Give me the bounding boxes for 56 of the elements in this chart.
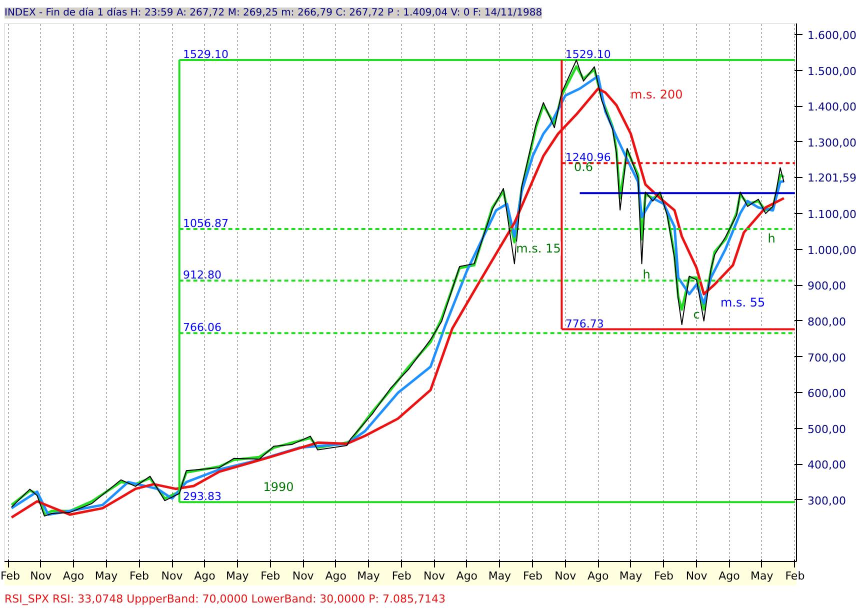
y-tick-label: 700,00 <box>808 351 846 364</box>
text: RSI_SPX RSI: 33,0748 UppperBand: 70,0000 LowerBand: 30,0000 P: 7.085,7143 <box>4 592 446 606</box>
annotation: m.s. 200 <box>630 88 683 102</box>
annotation: 293.83 <box>183 490 222 504</box>
x-tick-label: Feb <box>0 570 20 582</box>
annotation: 776.73 <box>565 317 604 330</box>
x-tick-label: Feb <box>654 570 674 582</box>
annotation: 1056.87 <box>183 217 229 230</box>
annotation: m.s. 55 <box>720 296 766 310</box>
y-tick-label: 1.300,00 <box>808 136 856 150</box>
x-tick-label: Ago <box>587 570 609 582</box>
x-tick-label: Nov <box>30 570 52 582</box>
x-tick-label: Ago <box>194 570 216 582</box>
y-tick-label: 800,00 <box>808 315 846 328</box>
y-tick-label: 1.500,00 <box>808 64 856 78</box>
x-tick-label: Nov <box>161 570 184 582</box>
x-tick-label: May <box>750 570 774 582</box>
y-tick-label: 1.201,59 <box>808 172 856 185</box>
y-tick-label: 500,00 <box>808 422 846 436</box>
y-tick-label: 400,00 <box>808 458 846 472</box>
y-tick-label: 1.100,00 <box>808 208 856 222</box>
x-tick-label: Feb <box>523 570 542 582</box>
x-tick-label: Ago <box>456 570 478 582</box>
x-tick-label: Ago <box>62 570 84 582</box>
x-tick-label: Feb <box>785 570 805 582</box>
annotation: h <box>642 268 650 282</box>
x-tick-label: Nov <box>686 570 708 582</box>
x-tick-label: Ago <box>325 570 347 582</box>
x-tick-label: May <box>94 570 118 582</box>
y-tick-label: 900,00 <box>808 280 846 293</box>
x-tick-label: Nov <box>424 570 446 582</box>
x-tick-label: May <box>357 570 380 582</box>
annotation: 912.80 <box>183 268 222 282</box>
x-tick-label: May <box>619 570 643 582</box>
y-tick-label: 300,00 <box>808 494 846 508</box>
x-tick-label: May <box>226 570 250 582</box>
y-tick-label: 1.000,00 <box>808 244 856 257</box>
annotation: 0.6 <box>574 160 594 174</box>
x-tick-label: Feb <box>260 570 280 582</box>
annotation: 1529.10 <box>183 48 229 61</box>
annotation: 1990 <box>263 480 294 494</box>
x-tick-label: Ago <box>718 570 740 582</box>
chart-title: INDEX - Fin de día 1 días H: 23:59 A: 267,72 M: 269,25 m: 266,79 C: 267,72 P : 1.409,04 V: 0 F: 14/11/1988 <box>4 8 542 18</box>
x-tick-label: Feb <box>130 570 150 582</box>
annotation: h <box>768 232 776 246</box>
x-tick-label: Nov <box>554 570 577 582</box>
x-tick-label: Feb <box>392 570 412 582</box>
y-tick-label: 600,00 <box>808 387 846 400</box>
x-tick-label: Nov <box>292 570 314 582</box>
annotation: m.s. 15 <box>516 242 561 256</box>
annotation: c <box>693 308 700 322</box>
x-tick-label: May <box>488 570 512 582</box>
annotation: 766.06 <box>183 321 222 334</box>
y-tick-label: 1.400,00 <box>808 100 856 114</box>
y-tick-label: 1.600,00 <box>808 29 856 42</box>
annotation: 1529.10 <box>565 48 611 61</box>
